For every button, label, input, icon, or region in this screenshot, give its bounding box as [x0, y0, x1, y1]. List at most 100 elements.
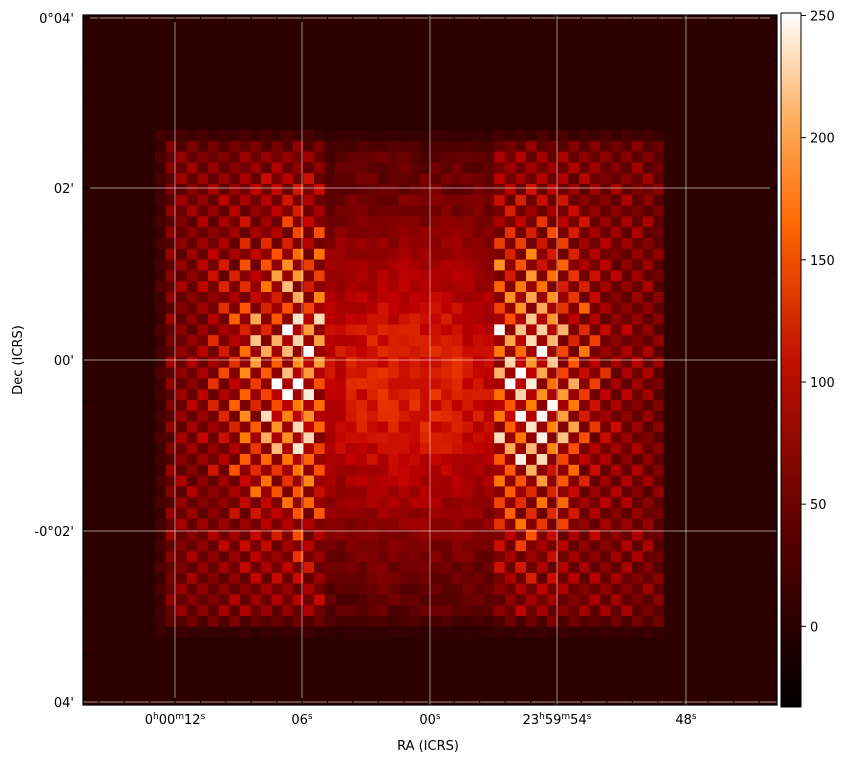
- heatmap-cell: [218, 432, 230, 444]
- heatmap-cell: [653, 130, 665, 142]
- heatmap-cell: [504, 313, 516, 325]
- heatmap-cell: [155, 151, 166, 163]
- heatmap-cell: [451, 184, 463, 196]
- heatmap-cell: [494, 238, 506, 250]
- heatmap-cell: [589, 259, 601, 271]
- heatmap-cell: [494, 184, 506, 196]
- heatmap-cell: [303, 529, 315, 541]
- heatmap-cell: [388, 173, 400, 185]
- heatmap-cell: [303, 572, 315, 584]
- heatmap-cell: [526, 227, 537, 239]
- heatmap-cell: [504, 130, 516, 142]
- heatmap-cell: [653, 400, 665, 412]
- heatmap-cell: [356, 194, 368, 206]
- heatmap-cell: [197, 626, 209, 638]
- heatmap-cell: [367, 389, 378, 401]
- heatmap-cell: [610, 216, 622, 228]
- heatmap-cell: [292, 443, 304, 455]
- heatmap-cell: [653, 194, 665, 206]
- heatmap-cell: [621, 238, 633, 250]
- heatmap-cell: [536, 562, 548, 574]
- heatmap-cell: [557, 194, 569, 206]
- heatmap-cell: [345, 626, 357, 638]
- heatmap-cell: [441, 184, 453, 196]
- heatmap-cell: [547, 562, 559, 574]
- heatmap-cell: [579, 497, 590, 509]
- heatmap-cell: [165, 626, 177, 638]
- heatmap-cell: [430, 486, 442, 498]
- heatmap-cell: [642, 551, 654, 563]
- heatmap-cell: [430, 432, 442, 444]
- heatmap-cell: [155, 518, 166, 530]
- heatmap-cell: [451, 583, 463, 595]
- heatmap-cell: [610, 259, 622, 271]
- heatmap-cell: [165, 356, 177, 368]
- heatmap-cell: [547, 508, 559, 520]
- heatmap-cell: [292, 400, 304, 412]
- heatmap-cell: [610, 529, 622, 541]
- heatmap-cell: [303, 151, 315, 163]
- heatmap-cell: [229, 497, 241, 509]
- heatmap-cell: [239, 540, 251, 552]
- heatmap-cell: [292, 464, 304, 476]
- heatmap-cell: [663, 367, 675, 379]
- heatmap-cell: [314, 540, 325, 552]
- heatmap-cell: [494, 130, 506, 142]
- heatmap-cell: [483, 540, 495, 552]
- heatmap-cell: [663, 130, 675, 142]
- heatmap-cell: [409, 356, 421, 368]
- heatmap-cell: [292, 140, 304, 152]
- heatmap-cell: [473, 400, 484, 412]
- heatmap-cell: [155, 335, 166, 347]
- heatmap-cell: [409, 184, 421, 196]
- heatmap-cell: [494, 216, 506, 228]
- heatmap-cell: [632, 529, 643, 541]
- heatmap-cell: [653, 497, 665, 509]
- heatmap-cell: [504, 389, 516, 401]
- heatmap-cell: [420, 508, 431, 520]
- heatmap-cell: [303, 248, 315, 260]
- heatmap-cell: [197, 356, 209, 368]
- heatmap-cell: [536, 130, 548, 142]
- heatmap-cell: [462, 378, 474, 390]
- heatmap-cell: [462, 216, 474, 228]
- heatmap-cell: [483, 281, 495, 293]
- heatmap-cell: [462, 508, 474, 520]
- heatmap-cell: [473, 302, 484, 314]
- heatmap-cell: [483, 356, 495, 368]
- heatmap-cell: [398, 281, 410, 293]
- heatmap-cell: [303, 227, 315, 239]
- heatmap-cell: [250, 378, 262, 390]
- heatmap-cell: [462, 400, 474, 412]
- heatmap-cell: [557, 443, 569, 455]
- heatmap-cell: [430, 281, 442, 293]
- heatmap-cell: [473, 616, 484, 628]
- heatmap-cell: [420, 238, 431, 250]
- heatmap-cell: [600, 605, 612, 617]
- heatmap-cell: [536, 389, 548, 401]
- heatmap-cell: [271, 616, 283, 628]
- heatmap-cell: [420, 518, 431, 530]
- heatmap-cell: [589, 140, 601, 152]
- heatmap-cell: [377, 572, 389, 584]
- heatmap-cell: [526, 184, 537, 196]
- heatmap-cell: [494, 551, 506, 563]
- heatmap-cell: [303, 475, 315, 487]
- heatmap-cell: [473, 313, 484, 325]
- heatmap-cell: [261, 173, 272, 185]
- heatmap-cell: [335, 616, 347, 628]
- heatmap-cell: [526, 205, 537, 217]
- heatmap-cell: [239, 194, 251, 206]
- heatmap-cell: [600, 626, 612, 638]
- heatmap-cell: [653, 259, 665, 271]
- heatmap-cell: [324, 216, 336, 228]
- heatmap-cell: [610, 497, 622, 509]
- heatmap-cell: [186, 194, 198, 206]
- heatmap-cell: [526, 518, 537, 530]
- heatmap-cell: [526, 475, 537, 487]
- heatmap-cell: [430, 292, 442, 304]
- heatmap-cell: [292, 227, 304, 239]
- heatmap-cell: [197, 497, 209, 509]
- heatmap-cell: [568, 562, 580, 574]
- heatmap-cell: [250, 162, 262, 174]
